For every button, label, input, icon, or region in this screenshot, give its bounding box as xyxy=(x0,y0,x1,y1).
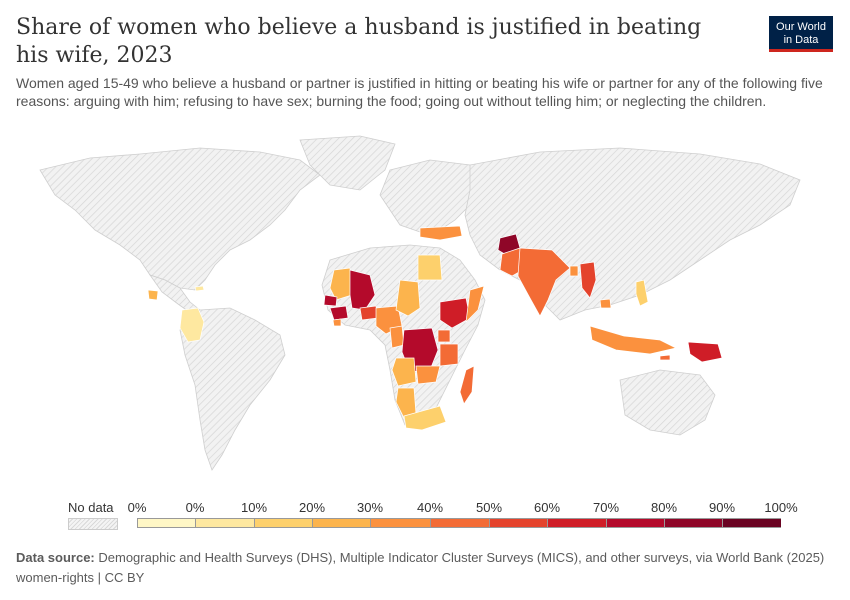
region-angola[interactable] xyxy=(391,357,417,387)
north-america-landmass xyxy=(39,147,321,291)
legend-swatch-3 xyxy=(312,518,370,528)
region-guinea[interactable] xyxy=(329,305,349,321)
chart-title: Share of women who believe a husband is … xyxy=(16,15,702,68)
region-bangladesh[interactable] xyxy=(569,265,579,277)
logo-line-2: in Data xyxy=(783,34,819,46)
legend-tick-label: 30% xyxy=(356,500,384,515)
owid-logo[interactable]: Our World in Data xyxy=(769,16,833,52)
legend-swatch-2 xyxy=(254,518,312,528)
region-uganda[interactable] xyxy=(437,329,451,343)
footer: Data source: Demographic and Health Surv… xyxy=(16,548,824,588)
region-guatemala[interactable] xyxy=(147,289,159,301)
legend-swatch-8 xyxy=(606,518,664,528)
legend-tick-label: 60% xyxy=(533,500,561,515)
legend-swatch-4 xyxy=(370,518,430,528)
legend-swatch-10 xyxy=(722,518,781,528)
source-text: Demographic and Health Surveys (DHS), Mu… xyxy=(98,550,825,565)
region-indonesia[interactable] xyxy=(589,325,678,355)
legend-tick-label: 90% xyxy=(708,500,736,515)
color-legend: No data 0% 0% 10% 20% 30% 40% 50% 60% 70% 80% 90% 1… xyxy=(0,496,850,536)
region-philippines[interactable] xyxy=(635,279,649,307)
source-line: Data source: Demographic and Health Surv… xyxy=(16,548,824,568)
region-tanzania[interactable] xyxy=(439,343,459,367)
legend-tick-label: 70% xyxy=(592,500,620,515)
legend-swatch-6 xyxy=(489,518,547,528)
region-cambodia[interactable] xyxy=(599,298,612,309)
region-turkey[interactable] xyxy=(419,225,463,241)
region-senegal[interactable] xyxy=(323,294,338,307)
region-sierra-leone[interactable] xyxy=(332,318,342,327)
europe-landmass xyxy=(379,159,481,233)
legend-swatch-1 xyxy=(195,518,254,528)
legend-tick-label: 100% xyxy=(764,500,798,515)
region-papua-new-guinea[interactable] xyxy=(687,341,723,363)
region-timor-leste[interactable] xyxy=(659,354,671,361)
south-america-landmass xyxy=(179,307,286,471)
legend-tick-label: 50% xyxy=(475,500,503,515)
legend-swatch-5 xyxy=(430,518,489,528)
legend-tick-label: 80% xyxy=(650,500,678,515)
region-somalia[interactable] xyxy=(465,285,485,323)
legend-tick-label: 0% xyxy=(185,500,205,515)
region-south-africa[interactable] xyxy=(403,405,447,431)
legend-tick-label: 40% xyxy=(416,500,444,515)
region-chad[interactable] xyxy=(395,279,421,317)
legend-tick-label: 20% xyxy=(298,500,326,515)
legend-swatch-7 xyxy=(547,518,606,528)
legend-tick-label: 0% xyxy=(127,500,147,515)
region-egypt[interactable] xyxy=(417,254,443,281)
region-ethiopia[interactable] xyxy=(439,297,471,329)
region-cameroon[interactable] xyxy=(389,325,405,349)
australia-landmass xyxy=(619,369,716,436)
region-myanmar[interactable] xyxy=(579,261,597,299)
region-colombia[interactable] xyxy=(179,307,205,343)
greenland-landmass xyxy=(299,135,396,191)
region-madagascar[interactable] xyxy=(459,365,475,405)
legend-tick-label: 10% xyxy=(240,500,268,515)
legend-no-data-label: No data xyxy=(68,500,114,515)
region-haiti[interactable] xyxy=(194,285,205,292)
region-mauritania[interactable] xyxy=(329,267,353,301)
legend-swatch-9 xyxy=(664,518,722,528)
region-burkina-faso[interactable] xyxy=(359,305,379,321)
chart-subtitle: Women aged 15-49 who believe a husband o… xyxy=(16,75,823,109)
world-map xyxy=(39,135,801,471)
source-label: Data source: xyxy=(16,550,95,565)
region-zambia[interactable] xyxy=(415,365,441,385)
region-india[interactable] xyxy=(517,247,571,317)
legend-swatch-0 xyxy=(137,518,195,528)
slug-line: women-rights | CC BY xyxy=(16,570,145,585)
logo-line-1: Our World xyxy=(776,21,826,33)
legend-no-data-swatch xyxy=(68,518,118,530)
